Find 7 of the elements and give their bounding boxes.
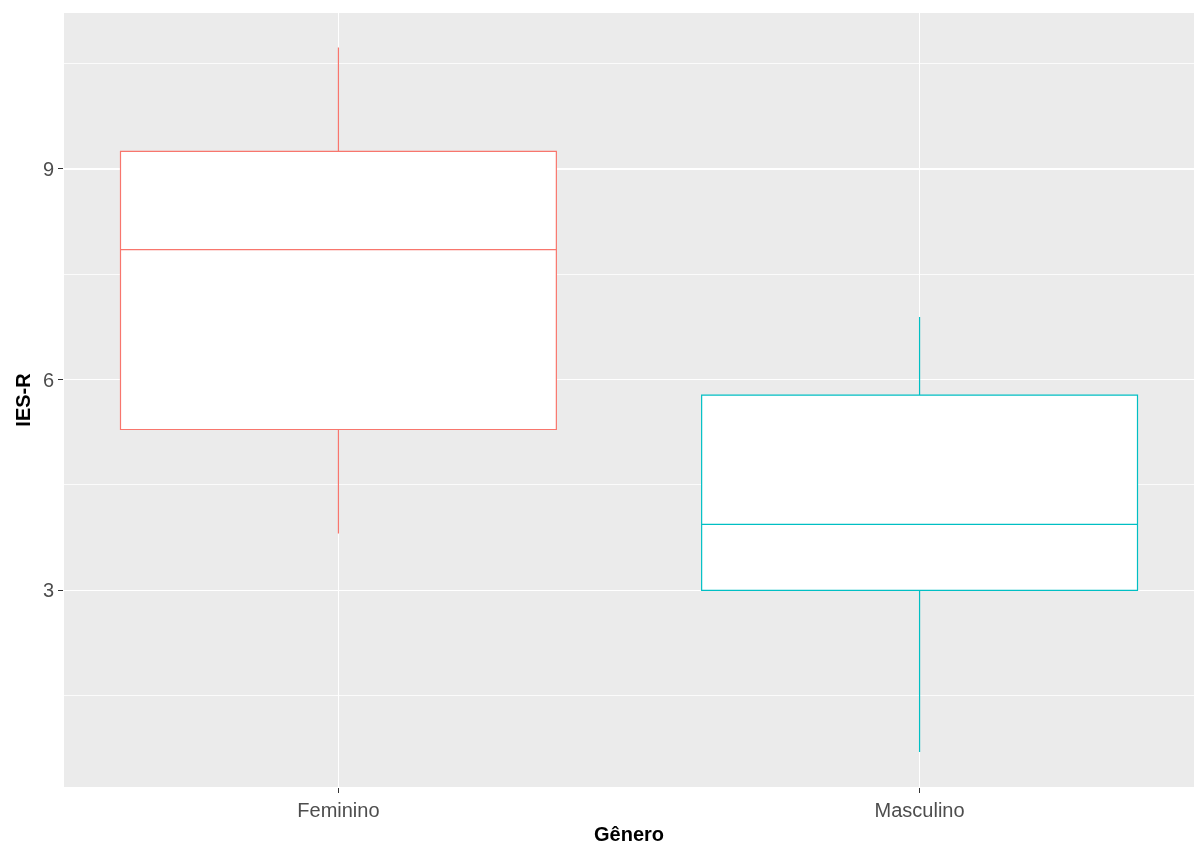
y-tick-label: 6 xyxy=(42,368,54,391)
x-tick-label: Feminino xyxy=(297,799,380,821)
y-axis-title: IES-R xyxy=(12,372,35,427)
x-axis-title: Gênero xyxy=(593,822,665,845)
y-tick-label: 9 xyxy=(42,157,54,180)
y-tick-label: 3 xyxy=(42,579,54,602)
x-tick-label: Masculino xyxy=(874,799,965,821)
